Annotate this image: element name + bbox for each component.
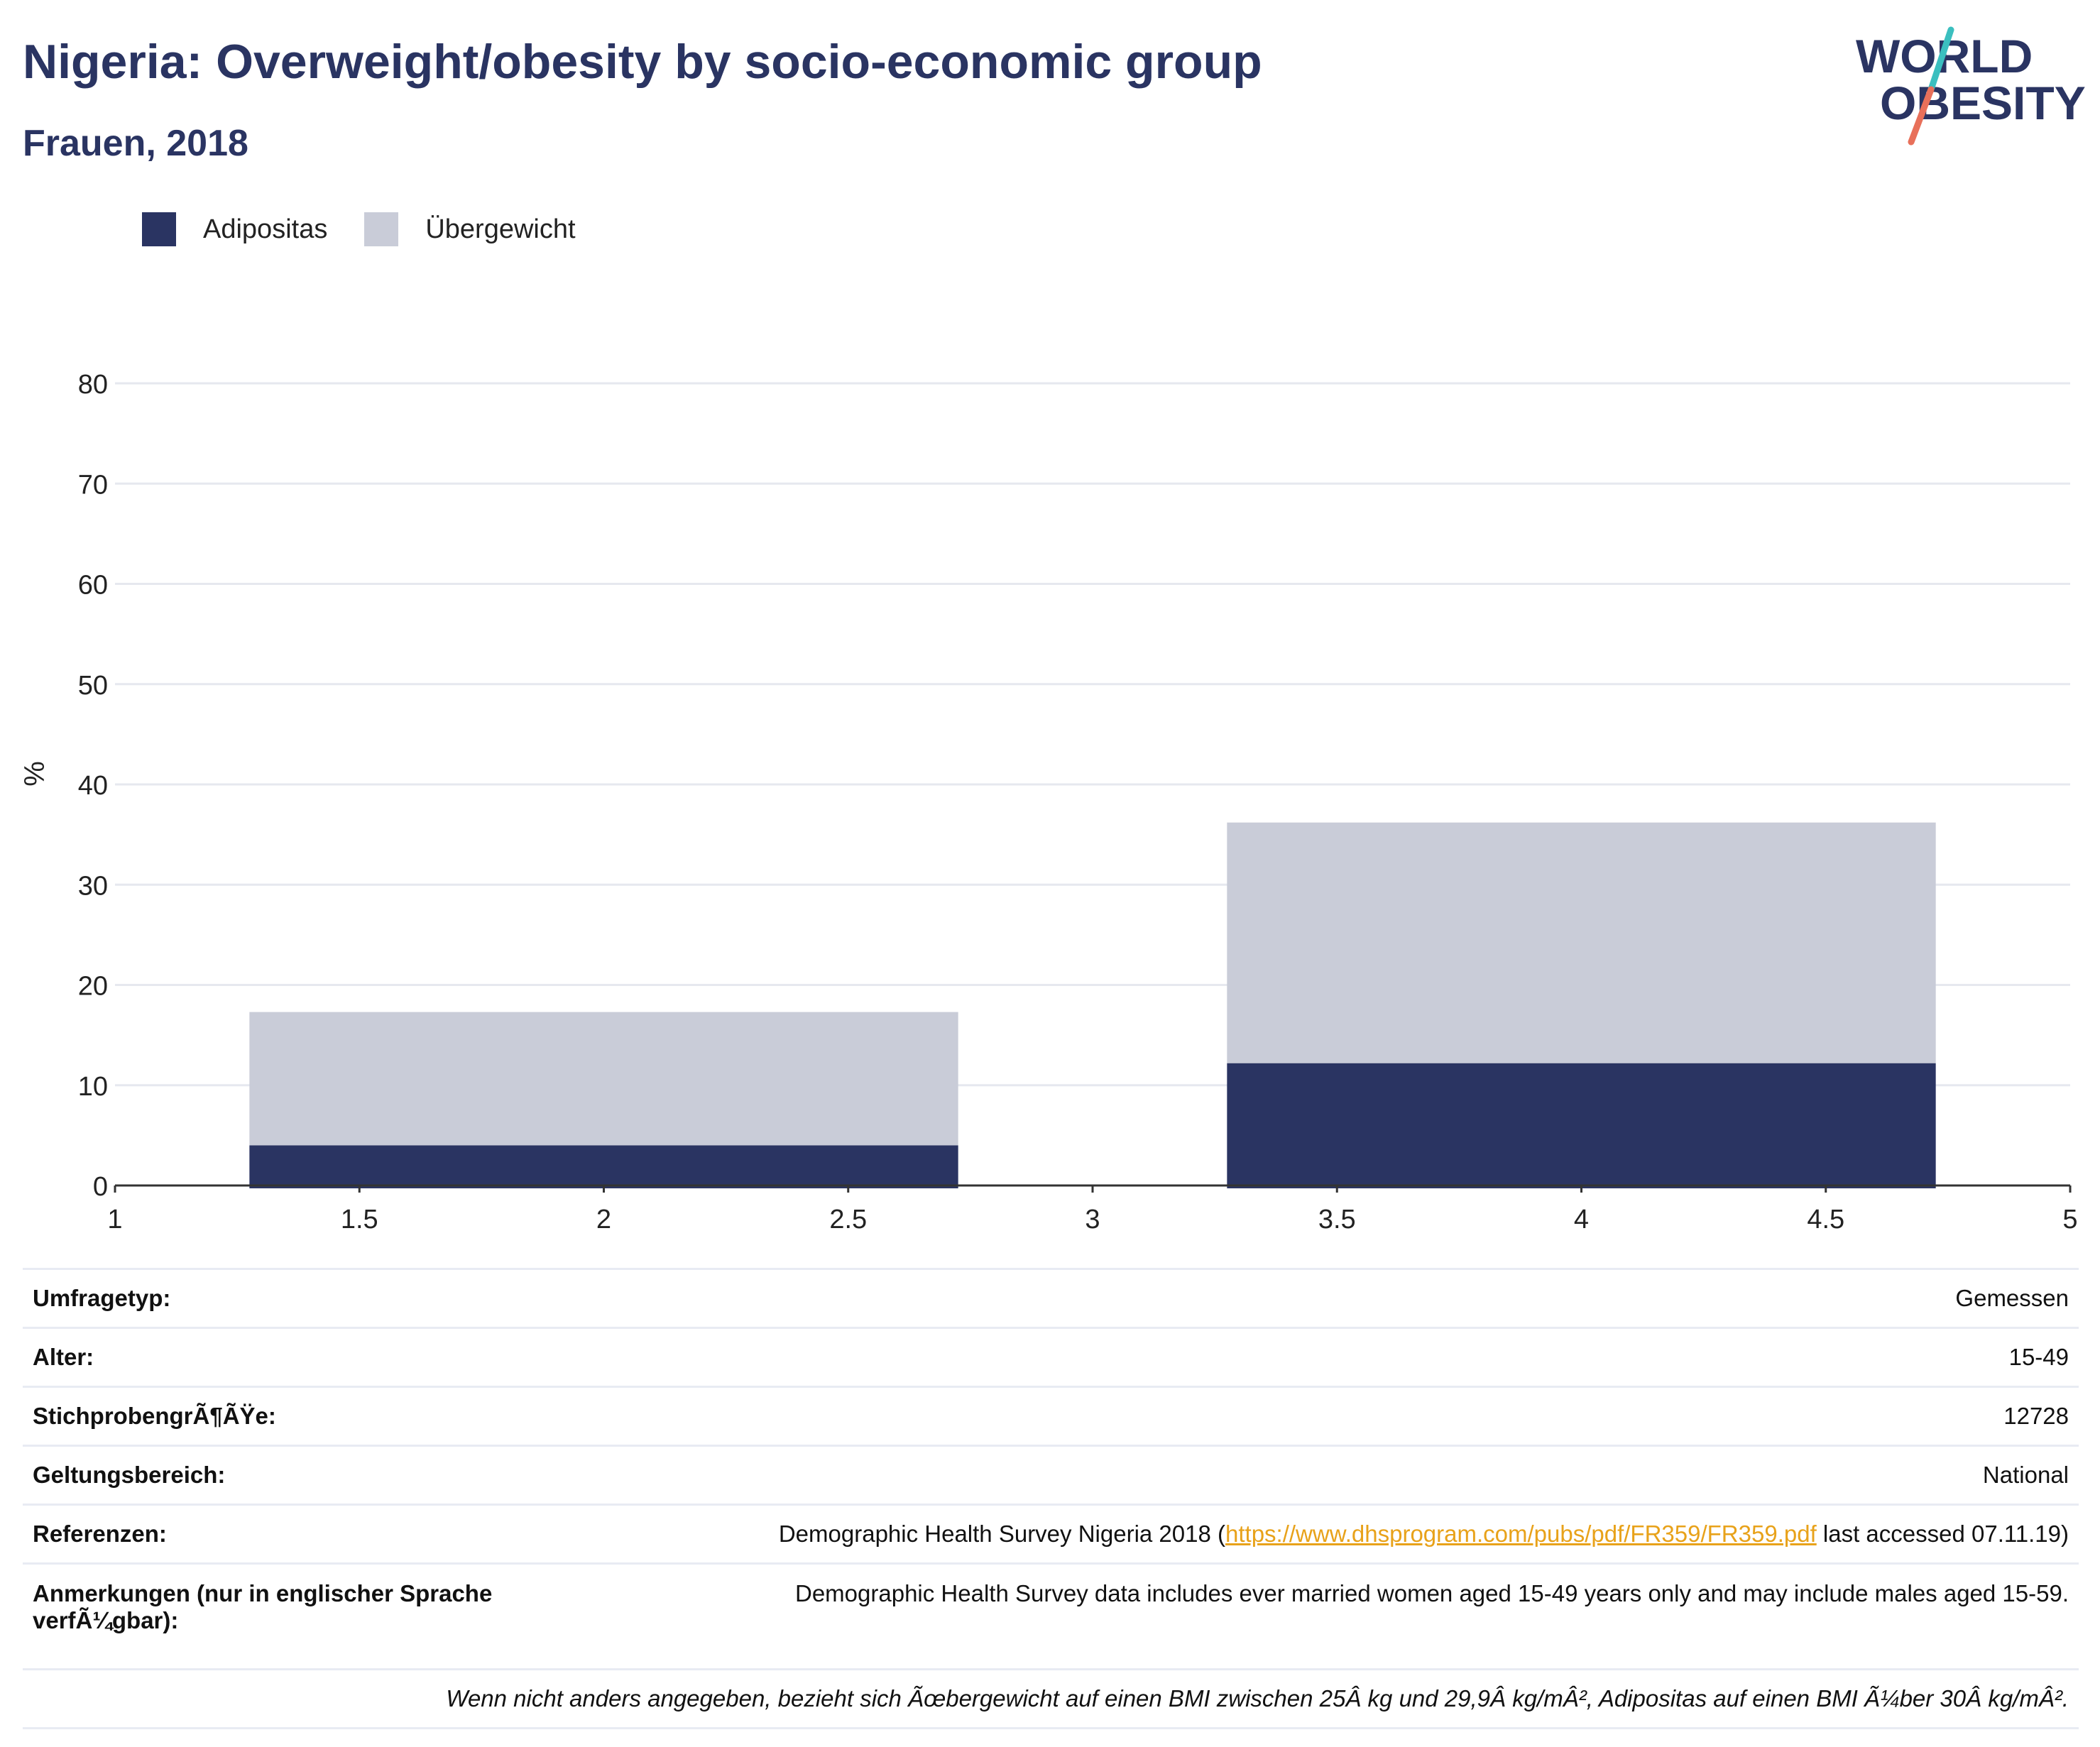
reference-text-post: last accessed 07.11.19)	[1816, 1521, 2069, 1547]
y-tick-label-6: 60	[78, 571, 108, 601]
meta-label-notes: Anmerkungen (nur in englischer Sprache v…	[23, 1562, 554, 1670]
legend-item-adipositas[interactable]: Adipositas	[142, 212, 327, 246]
legend-label-uebergewicht: Übergewicht	[425, 214, 576, 244]
chart-bars	[249, 822, 1936, 1189]
x-tick-label-1: 1.5	[341, 1205, 378, 1234]
bar-chart: 0 10 20 30 40 50 60 70 80 1 1.5 2 2.5 3 3.5 4 4.5 5 %	[19, 370, 2078, 1234]
meta-footnote: Wenn nicht anders angegeben, bezieht sic…	[23, 1668, 2079, 1729]
logo-slash-top	[1927, 26, 1954, 93]
y-tick-label-7: 70	[78, 470, 108, 500]
meta-label-scope: Geltungsbereich:	[23, 1445, 554, 1505]
meta-row-references: Referenzen: Demographic Health Survey Ni…	[23, 1504, 2079, 1564]
metadata-table: Umfragetyp: Gemessen Alter: 15-49 Stichp…	[23, 1268, 2079, 1729]
legend-swatch-adipositas	[142, 212, 176, 246]
y-tick-label-2: 20	[78, 972, 108, 1002]
legend-item-uebergewicht[interactable]: Übergewicht	[364, 212, 576, 246]
y-tick-label-4: 40	[78, 771, 108, 801]
reference-link[interactable]: https://www.dhsprogram.com/pubs/pdf/FR35…	[1225, 1521, 1817, 1547]
y-tick-label-8: 80	[78, 370, 108, 400]
bar-0-adipositas[interactable]	[249, 1145, 958, 1189]
x-tick-label-4: 3	[1085, 1205, 1100, 1234]
x-tick-label-0: 1	[107, 1205, 122, 1234]
meta-value-references: Demographic Health Survey Nigeria 2018 (…	[554, 1504, 2079, 1564]
x-tick-label-3: 2.5	[829, 1205, 867, 1234]
meta-label-sample: StichprobengrÃ¶ÃŸe:	[23, 1386, 554, 1446]
meta-row-footnote: Wenn nicht anders angegeben, bezieht sic…	[23, 1668, 2079, 1729]
legend-label-adipositas: Adipositas	[203, 214, 328, 244]
y-tick-label-5: 50	[78, 671, 108, 701]
bar-0-uebergewicht[interactable]	[249, 1012, 958, 1146]
world-obesity-logo: WORLD OBESITY	[1856, 26, 2086, 146]
meta-value-age: 15-49	[554, 1327, 2079, 1387]
meta-value-scope: National	[554, 1445, 2079, 1505]
meta-label-age: Alter:	[23, 1327, 554, 1387]
meta-value-survey-type: Gemessen	[554, 1268, 2079, 1328]
chart-axes: 0 10 20 30 40 50 60 70 80 1 1.5 2 2.5 3 3.5 4 4.5 5	[78, 370, 2078, 1234]
y-tick-label-3: 30	[78, 871, 108, 901]
meta-row-survey-type: Umfragetyp: Gemessen	[23, 1268, 2079, 1328]
meta-label-survey-type: Umfragetyp:	[23, 1268, 554, 1328]
meta-row-notes: Anmerkungen (nur in englischer Sprache v…	[23, 1562, 2079, 1670]
logo-text-line2: OBESITY	[1880, 77, 2086, 129]
meta-row-scope: Geltungsbereich: National	[23, 1445, 2079, 1505]
x-tick-label-8: 5	[2062, 1205, 2077, 1234]
x-tick-label-5: 3.5	[1318, 1205, 1356, 1234]
meta-value-sample: 12728	[554, 1386, 2079, 1446]
reference-text-pre: Demographic Health Survey Nigeria 2018 (	[778, 1521, 1225, 1547]
logo-slash-bottom	[1908, 86, 1935, 146]
bar-1-adipositas[interactable]	[1227, 1063, 1936, 1188]
x-tick-label-2: 2	[596, 1205, 611, 1234]
meta-value-notes: Demographic Health Survey data includes …	[554, 1562, 2079, 1670]
y-tick-label-1: 10	[78, 1072, 108, 1102]
chart-legend: Adipositas Übergewicht	[142, 212, 613, 247]
chart-subtitle: Frauen, 2018	[23, 123, 248, 164]
chart-title: Nigeria: Overweight/obesity by socio-eco…	[23, 35, 1262, 89]
legend-swatch-uebergewicht	[364, 212, 399, 246]
y-axis-label: %	[19, 761, 50, 787]
x-tick-label-6: 4	[1574, 1205, 1589, 1234]
meta-row-age: Alter: 15-49	[23, 1327, 2079, 1387]
bar-1-uebergewicht[interactable]	[1227, 822, 1936, 1063]
y-tick-label-0: 0	[93, 1172, 108, 1202]
meta-row-sample: StichprobengrÃ¶ÃŸe: 12728	[23, 1386, 2079, 1446]
x-tick-label-7: 4.5	[1807, 1205, 1844, 1234]
meta-label-references: Referenzen:	[23, 1504, 554, 1564]
